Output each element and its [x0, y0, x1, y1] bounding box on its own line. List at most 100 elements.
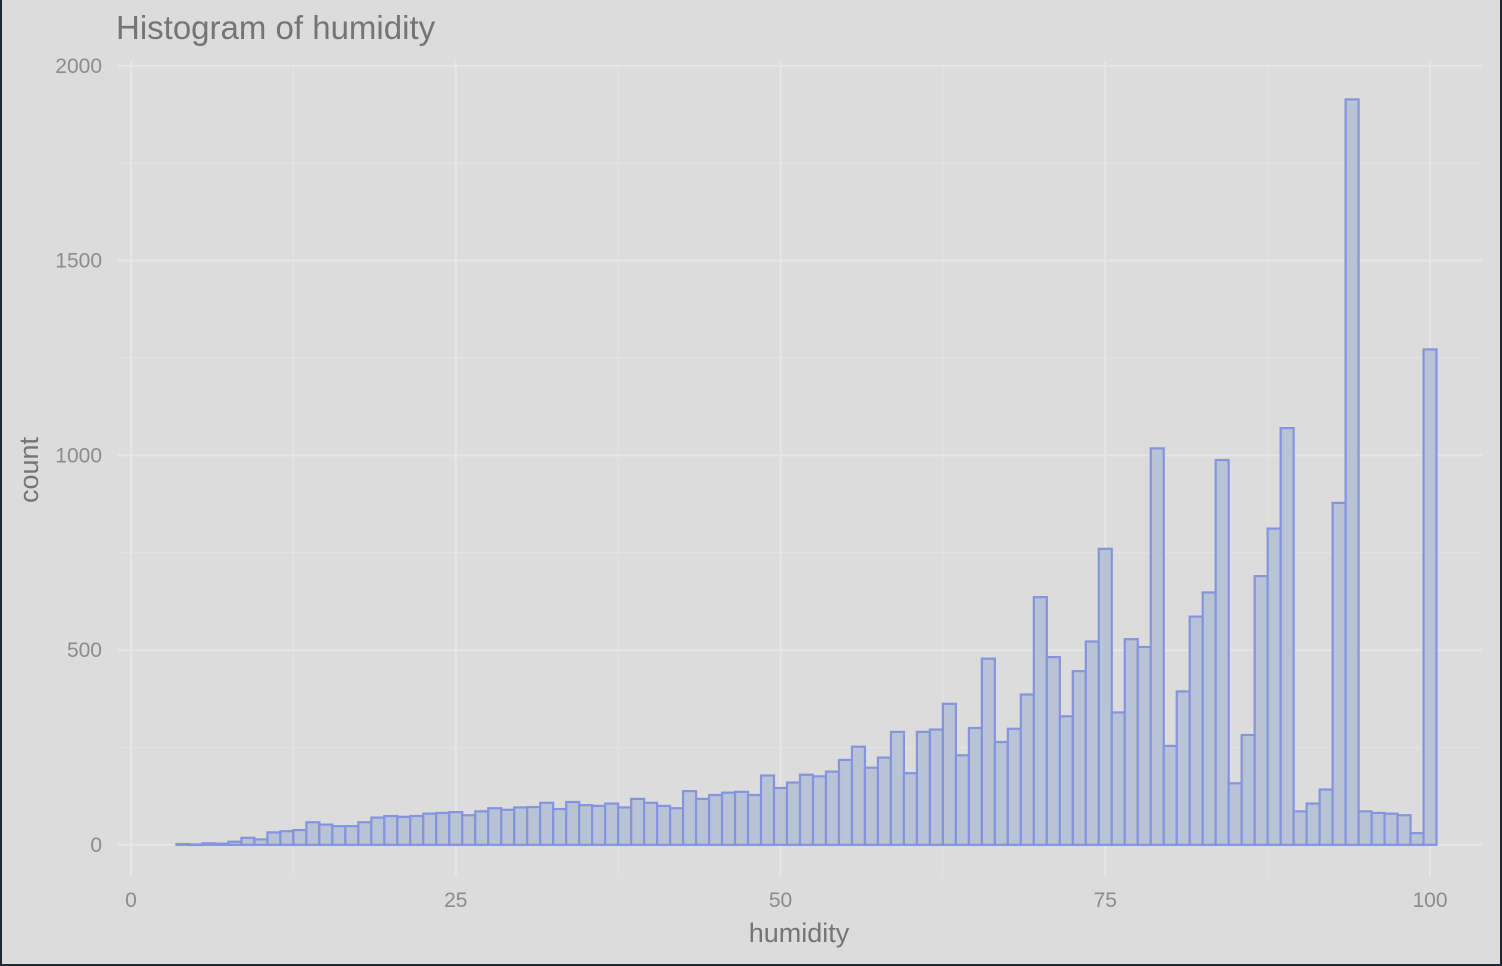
histogram-bar: [811, 775, 828, 846]
histogram-bar: [617, 806, 633, 846]
histogram-bar: [240, 836, 256, 846]
chart-title: Histogram of humidity: [116, 9, 436, 46]
histogram-bar: [1253, 575, 1269, 846]
histogram-bar: [1097, 547, 1113, 846]
x-axis-ticks: 0 25 50 75 100: [125, 889, 1447, 912]
histogram-bar: [1162, 744, 1178, 846]
histogram-bar: [565, 800, 581, 846]
histogram-bar: [214, 842, 230, 846]
histogram-bar: [227, 840, 243, 846]
histogram-bar: [837, 758, 854, 846]
histogram-bar: [292, 828, 308, 846]
histogram-bar: [526, 805, 542, 846]
histogram-bar: [643, 801, 659, 846]
histogram-bar: [175, 842, 191, 846]
histogram-bar: [668, 807, 685, 846]
histogram-bar: [1396, 814, 1412, 846]
y-axis-label: count: [14, 436, 44, 503]
histogram-bar: [344, 825, 360, 846]
histogram-bar: [500, 808, 516, 846]
histogram-bar: [1188, 615, 1204, 846]
histogram-bars: [175, 98, 1438, 847]
histogram-bar: [1123, 638, 1139, 846]
histogram-bar: [474, 810, 490, 846]
histogram-bar: [1214, 458, 1230, 846]
histogram-bar: [681, 789, 698, 846]
histogram-bar: [1110, 711, 1126, 846]
histogram-bar: [279, 830, 295, 846]
y-tick-label: 2000: [55, 55, 102, 78]
x-axis-label: humidity: [749, 918, 850, 948]
histogram-bar: [863, 766, 880, 846]
histogram-bar: [1383, 812, 1399, 846]
x-tick-label: 75: [1094, 889, 1117, 912]
histogram-bar: [331, 825, 347, 846]
histogram-bar: [1409, 832, 1425, 846]
histogram-bar: [1279, 427, 1295, 846]
histogram-bar: [318, 823, 334, 846]
histogram-bar: [1149, 447, 1165, 846]
histogram-bar: [772, 786, 789, 846]
histogram-bar: [435, 811, 451, 846]
y-tick-label: 1500: [55, 250, 102, 273]
histogram-bar: [1019, 693, 1035, 846]
histogram-bar: [1201, 591, 1217, 846]
histogram-bar: [720, 791, 737, 846]
histogram-bar: [305, 821, 321, 846]
histogram-bar: [1045, 656, 1061, 846]
histogram-bar: [694, 797, 711, 846]
histogram-bar: [733, 790, 750, 846]
histogram-bar: [785, 781, 802, 846]
histogram-bar: [487, 807, 503, 846]
x-tick-label: 50: [769, 889, 792, 912]
histogram-bar: [1370, 811, 1386, 846]
histogram-bar: [591, 804, 607, 846]
histogram-bar: [461, 814, 477, 846]
x-tick-label: 100: [1413, 889, 1448, 912]
histogram-bar: [993, 740, 1009, 846]
histogram-bar: [928, 728, 944, 846]
histogram-bar: [915, 730, 932, 846]
y-tick-label: 500: [67, 639, 102, 662]
histogram-bar: [552, 807, 568, 846]
histogram-bar: [409, 814, 425, 846]
histogram-bar: [266, 831, 282, 846]
histogram-bar: [448, 811, 464, 846]
histogram-bar: [383, 814, 399, 846]
histogram-bar: [1240, 733, 1256, 846]
histogram-bar: [889, 730, 906, 846]
histogram-bar: [370, 816, 386, 846]
histogram-bar: [1058, 715, 1074, 846]
histogram-bar: [578, 804, 594, 846]
histogram-bar: [941, 702, 957, 846]
histogram-bar: [1071, 670, 1087, 846]
histogram-bar: [1292, 810, 1308, 846]
histogram-bar: [396, 815, 412, 846]
x-tick-label: 0: [125, 889, 137, 912]
histogram-bar: [954, 754, 970, 846]
histogram-bar: [967, 726, 983, 846]
histogram-bar: [1422, 348, 1438, 846]
y-tick-label: 1000: [55, 444, 102, 467]
histogram-bar: [1344, 98, 1360, 846]
y-axis-ticks: 0 500 1000 1500 2000: [55, 55, 102, 857]
y-tick-label: 0: [90, 834, 102, 857]
histogram-bar: [604, 802, 620, 846]
histogram-bar: [201, 842, 217, 846]
histogram-bar: [1136, 645, 1152, 846]
histogram-bar: [513, 806, 529, 846]
histogram-bar: [902, 772, 919, 846]
histogram-bar: [539, 801, 555, 846]
histogram-bar: [759, 774, 776, 846]
histogram-bar: [656, 804, 672, 846]
histogram-bar: [1006, 727, 1022, 846]
histogram-bar: [798, 773, 815, 846]
histogram-bar: [1266, 527, 1282, 846]
histogram-bar: [1084, 640, 1100, 846]
histogram-bar: [357, 821, 373, 846]
histogram-bar: [188, 843, 204, 847]
histogram-bar: [1175, 690, 1191, 846]
histogram-bar: [824, 770, 841, 846]
